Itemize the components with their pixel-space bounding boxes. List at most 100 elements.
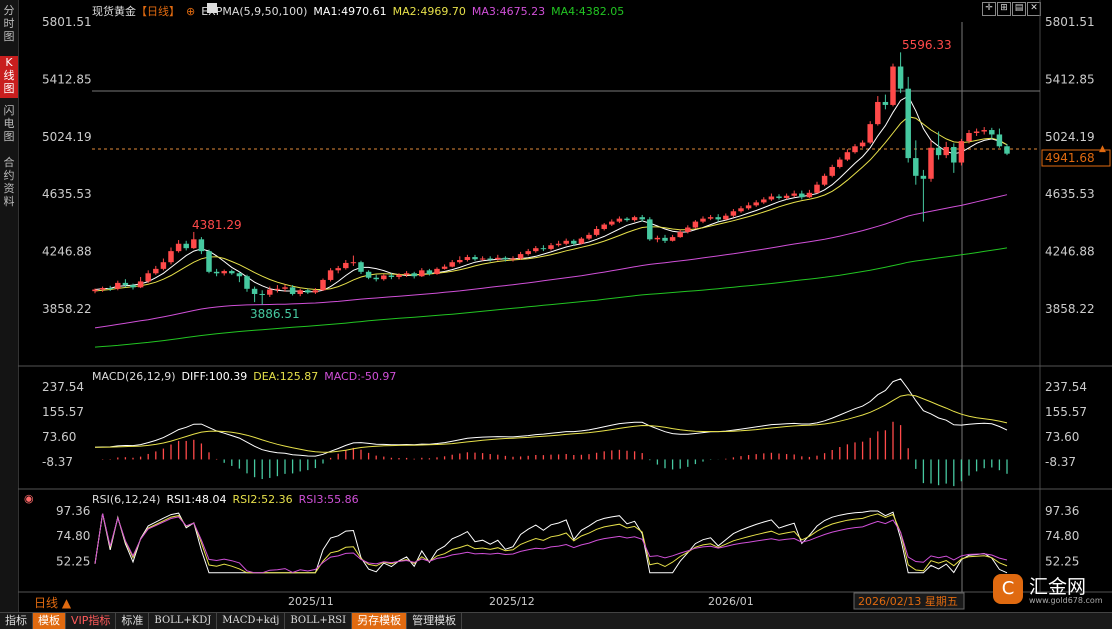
bottom-toolbar: 指标 模板 VIP指标 标准 BOLL+KDJ MACD+kdj BOLL+RS… <box>0 612 1112 629</box>
boll-rsi-button[interactable]: BOLL+RSI <box>285 613 353 629</box>
macd-tick-left: 237.54 <box>42 380 84 394</box>
save-template-button[interactable]: 另存模板 <box>352 613 408 629</box>
macd-kdj-button[interactable]: MACD+kdj <box>217 613 286 629</box>
macd-tick-left: -8.37 <box>42 455 73 469</box>
candle <box>647 217 653 241</box>
candle <box>609 219 615 227</box>
candle <box>791 190 797 198</box>
candle <box>510 256 516 262</box>
tab-contract-info[interactable]: 合约资料 <box>3 156 15 208</box>
candle <box>571 239 577 246</box>
rsi1-line <box>94 510 1008 574</box>
boll-kdj-button[interactable]: BOLL+KDJ <box>149 613 218 629</box>
low-annotation: 3886.51 <box>250 307 300 321</box>
candle <box>259 290 265 305</box>
rsi2-value: RSI2:52.36 <box>232 493 293 506</box>
tab-timeshare[interactable]: 分时图 <box>3 4 15 43</box>
candle <box>441 264 448 270</box>
vip-indicator-button[interactable]: VIP指标 <box>66 613 117 629</box>
candle <box>631 215 638 222</box>
candle <box>312 288 319 294</box>
pin-icon[interactable]: ◉ <box>24 492 34 505</box>
x-label-nov: 2025/11 <box>288 595 334 608</box>
crosshair-icon[interactable]: ⊕ <box>186 5 196 18</box>
settings-icon[interactable] <box>207 3 217 13</box>
rsi-legend: RSI(6,12,24) RSI1:48.04 RSI2:52.36 RSI3:55.… <box>92 493 365 506</box>
indicator-button[interactable]: 指标 <box>0 613 33 629</box>
candle <box>191 231 197 249</box>
candle <box>388 273 395 280</box>
candle <box>897 52 904 94</box>
cursor-date: 2026/02/13 星期五 <box>858 595 958 608</box>
arrow-up-icon: ▲ <box>1099 144 1106 154</box>
move-icon[interactable]: ✛ <box>982 2 996 16</box>
candle <box>692 220 699 229</box>
candle <box>951 143 957 173</box>
candle <box>183 240 189 251</box>
candle <box>373 274 379 282</box>
candle <box>875 96 881 126</box>
macd-name: MACD(26,12,9) <box>92 370 176 383</box>
template-button[interactable]: 模板 <box>33 613 66 629</box>
candle <box>723 213 729 221</box>
candle <box>783 193 790 200</box>
tab-kline[interactable]: K线图 <box>0 56 18 98</box>
rsi-name: RSI(6,12,24) <box>92 493 161 506</box>
candle <box>419 268 425 277</box>
logo-name: 汇金网 <box>1029 576 1087 598</box>
rsi-tick-right: 97.36 <box>1045 504 1079 518</box>
rsi-tick-right: 52.25 <box>1045 554 1079 568</box>
candle <box>920 169 927 222</box>
candle <box>677 229 683 238</box>
macd-diff-line <box>94 378 1008 457</box>
macd-tick-right: 237.54 <box>1045 380 1087 394</box>
candle <box>981 127 987 135</box>
macd-tick-right: -8.37 <box>1045 455 1076 469</box>
rsi-tick-right: 74.80 <box>1045 529 1079 543</box>
ma4-line <box>94 247 1008 348</box>
candle <box>464 254 471 262</box>
candle <box>487 256 493 262</box>
macd-tick-right: 73.60 <box>1045 430 1079 444</box>
ma3-line <box>94 194 1008 329</box>
candle <box>115 280 121 291</box>
standard-button[interactable]: 标准 <box>116 613 150 629</box>
candle <box>928 140 934 182</box>
candle <box>137 276 144 289</box>
period-selector[interactable]: 日线 ▲ <box>34 596 72 610</box>
candle <box>973 128 980 136</box>
candle <box>267 286 273 297</box>
candle <box>905 76 911 163</box>
chart-canvas[interactable]: 5801.51 5801.51 5412.85 5412.85 5024.19 5024.… <box>0 0 1112 612</box>
candle <box>806 189 813 198</box>
candle <box>989 127 995 139</box>
ma2-line <box>94 116 1008 292</box>
price-tick-left: 4246.88 <box>42 245 92 259</box>
ma1-value: MA1:4970.61 <box>313 5 387 18</box>
candle <box>761 197 767 204</box>
macd-legend: MACD(26,12,9) DIFF:100.39 DEA:125.87 MACD:-… <box>92 370 402 383</box>
candle <box>122 279 129 288</box>
candle <box>776 194 782 200</box>
candle <box>229 269 235 275</box>
document-icon[interactable]: ▤ <box>1012 2 1026 16</box>
candle <box>958 138 965 166</box>
candle <box>426 268 433 276</box>
candle <box>381 274 387 281</box>
price-tick-left: 3858.22 <box>42 302 92 316</box>
candle <box>153 265 159 275</box>
candle <box>449 260 455 268</box>
manage-template-button[interactable]: 管理模板 <box>407 613 463 629</box>
candle <box>434 267 440 275</box>
zoom-icon[interactable]: ⊞ <box>997 2 1011 16</box>
price-tick-left: 5412.85 <box>42 72 92 86</box>
candle <box>289 285 296 296</box>
candle <box>533 245 539 253</box>
candle <box>966 130 972 144</box>
price-tick-right: 4635.53 <box>1045 187 1095 201</box>
rsi2-line <box>94 513 1008 574</box>
tab-flash[interactable]: 闪电图 <box>3 104 15 143</box>
candle <box>548 243 554 251</box>
candle <box>479 256 486 261</box>
logo: C 汇金网 www.gold678.com <box>993 572 1105 608</box>
